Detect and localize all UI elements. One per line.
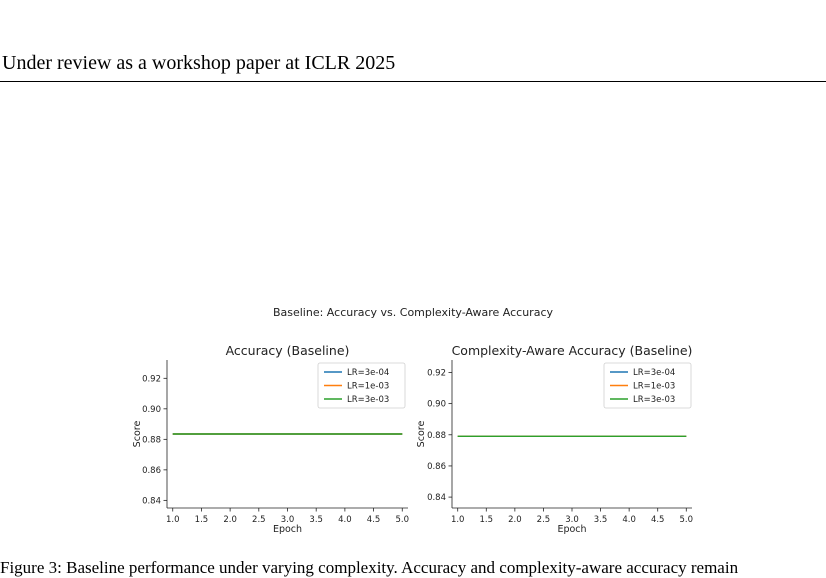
y-tick-label: 0.90	[427, 400, 446, 410]
x-tick-label: 2.0	[223, 515, 237, 525]
y-axis-label: Score	[416, 421, 427, 448]
x-tick-label: 4.5	[367, 515, 381, 525]
x-tick-label: 2.5	[252, 515, 266, 525]
x-tick-label: 3.5	[309, 515, 323, 525]
x-tick-label: 3.0	[281, 515, 295, 525]
figure-suptitle: Baseline: Accuracy vs. Complexity-Aware …	[272, 306, 554, 319]
chart-title: Accuracy (Baseline)	[226, 343, 350, 358]
legend-label: LR=3e-04	[347, 368, 389, 378]
legend-label: LR=3e-03	[347, 395, 389, 405]
legend-box	[603, 362, 692, 409]
x-tick-label: 5.0	[680, 515, 694, 525]
x-tick-label: 5.0	[395, 515, 409, 525]
x-tick-label: 1.0	[451, 515, 465, 525]
header-rule	[0, 81, 826, 82]
legend-label: LR=1e-03	[347, 382, 389, 392]
x-tick-label: 1.5	[195, 515, 209, 525]
chart-title: Complexity-Aware Accuracy (Baseline)	[452, 343, 693, 358]
y-tick-label: 0.90	[142, 405, 161, 415]
x-tick-label: 3.5	[594, 515, 608, 525]
legend-label: LR=3e-04	[633, 368, 675, 378]
x-tick-label: 1.5	[480, 515, 494, 525]
x-tick-label: 1.0	[166, 515, 180, 525]
x-tick-label: 2.0	[508, 515, 522, 525]
y-tick-label: 0.84	[142, 496, 161, 506]
y-tick-label: 0.84	[427, 493, 446, 503]
y-tick-label: 0.92	[142, 374, 161, 384]
page-header: Under review as a workshop paper at ICLR…	[2, 52, 396, 74]
y-tick-label: 0.92	[427, 368, 446, 378]
legend-label: LR=3e-03	[633, 395, 675, 405]
x-axis-label: Epoch	[273, 524, 302, 535]
x-tick-label: 4.0	[622, 515, 636, 525]
y-tick-label: 0.86	[142, 466, 161, 476]
y-tick-label: 0.88	[427, 431, 446, 441]
figure-caption: Figure 3: Baseline performance under var…	[0, 558, 739, 577]
x-tick-label: 3.0	[565, 515, 579, 525]
y-axis-label: Score	[132, 421, 143, 448]
x-tick-label: 2.5	[537, 515, 551, 525]
x-tick-label: 4.5	[651, 515, 665, 525]
x-axis-label: Epoch	[557, 524, 586, 535]
legend-label: LR=1e-03	[633, 382, 675, 392]
x-tick-label: 4.0	[338, 515, 352, 525]
legend-box	[317, 362, 406, 409]
y-tick-label: 0.86	[427, 462, 446, 472]
y-tick-label: 0.88	[142, 435, 161, 445]
